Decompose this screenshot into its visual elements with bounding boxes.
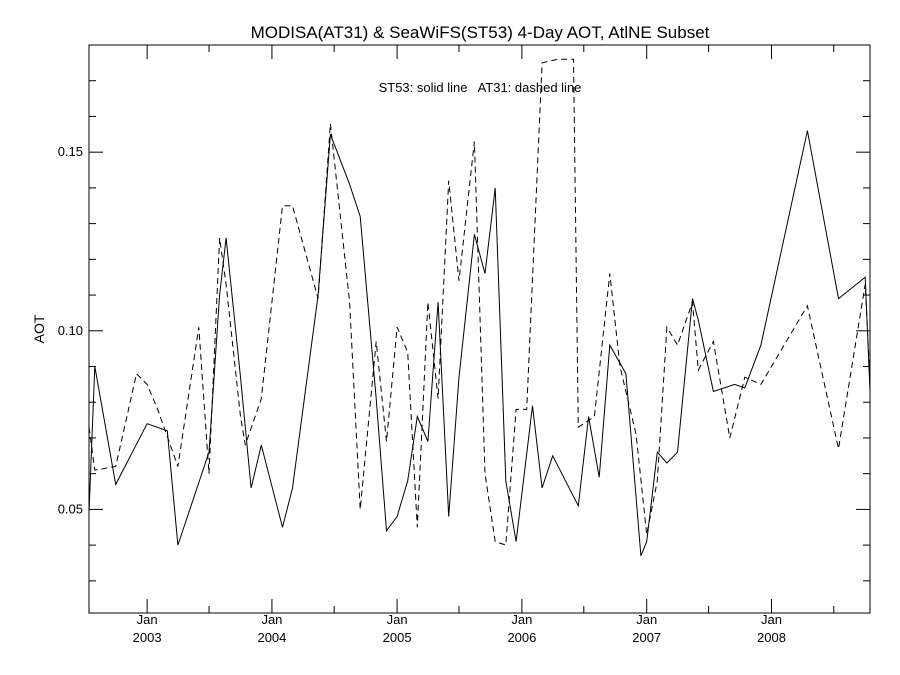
y-tick-label: 0.05 [58, 501, 83, 516]
x-tick-month-label: Jan [387, 612, 408, 627]
y-tick-label: 0.15 [58, 144, 83, 159]
x-tick-year-label: 2005 [383, 630, 412, 645]
axis-ticks [89, 45, 870, 613]
x-tick-year-label: 2006 [507, 630, 536, 645]
series-line-at31 [88, 58, 871, 546]
plot-frame [88, 44, 871, 614]
x-tick-year-label: 2004 [257, 630, 286, 645]
x-tick-year-label: 2007 [632, 630, 661, 645]
series-lines [88, 58, 871, 556]
legend-annotation: ST53: solid line AT31: dashed line [379, 80, 582, 95]
y-tick-label: 0.10 [58, 323, 83, 338]
y-axis-label: AOT [31, 314, 47, 343]
x-tick-year-label: 2003 [133, 630, 162, 645]
chart-title: MODISA(AT31) & SeaWiFS(ST53) 4-Day AOT, … [251, 23, 710, 42]
x-tick-month-label: Jan [636, 612, 657, 627]
x-tick-month-label: Jan [761, 612, 782, 627]
x-tick-month-label: Jan [261, 612, 282, 627]
x-tick-year-label: 2008 [757, 630, 786, 645]
x-tick-month-label: Jan [511, 612, 532, 627]
series-line-st53 [88, 130, 871, 556]
x-tick-month-label: Jan [137, 612, 158, 627]
tick-labels: 0.05 0.10 0.15 Jan 2003 Jan 2004 Jan 2005 Jan 2006… [58, 144, 786, 645]
